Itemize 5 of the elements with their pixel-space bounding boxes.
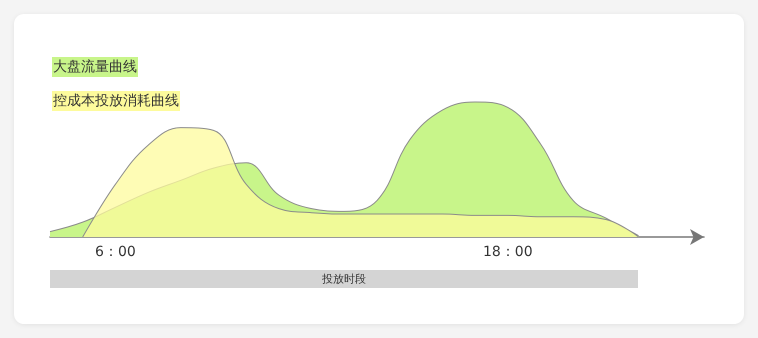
series-label: 控成本投放消耗曲线 <box>53 93 179 109</box>
x-tick-label: 6：00 <box>95 244 136 260</box>
text: 大盘流量曲线 <box>53 59 137 75</box>
text: 投放时段 <box>321 272 366 286</box>
x-tick-label: 18：00 <box>482 244 533 260</box>
